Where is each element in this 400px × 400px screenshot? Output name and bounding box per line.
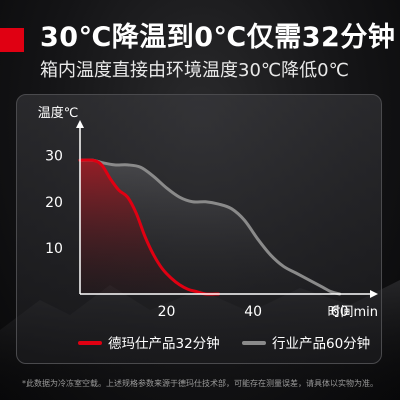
legend-product-label: 德玛仕产品32分钟	[108, 335, 220, 352]
legend-industry-label: 行业产品60分钟	[272, 335, 370, 352]
x-axis-label: 时间min	[327, 305, 378, 320]
subheadline: 箱内温度直接由环境温度30℃降低0℃	[40, 60, 349, 81]
accent-bar	[0, 28, 24, 52]
footnote: *此数据为冷冻室空载。上述规格参数来源于德玛仕技术部，可能存在测量误差，请具体以…	[22, 379, 378, 388]
x-axis-arrow	[370, 290, 378, 298]
x-tick-label: 60	[331, 304, 349, 320]
x-tick-label: 40	[244, 304, 262, 320]
headline: 30℃降温到0℃仅需32分钟	[40, 22, 396, 53]
y-axis-arrow	[76, 120, 84, 128]
y-axis-label: 温度℃	[38, 105, 79, 121]
y-tick-label: 20	[45, 195, 63, 211]
series-product-area	[80, 159, 219, 295]
series-product-line	[78, 158, 221, 296]
y-tick-label: 10	[45, 241, 63, 257]
series-industry-line	[78, 158, 342, 296]
y-tick-label: 30	[45, 149, 63, 165]
x-tick-label: 20	[158, 304, 176, 320]
